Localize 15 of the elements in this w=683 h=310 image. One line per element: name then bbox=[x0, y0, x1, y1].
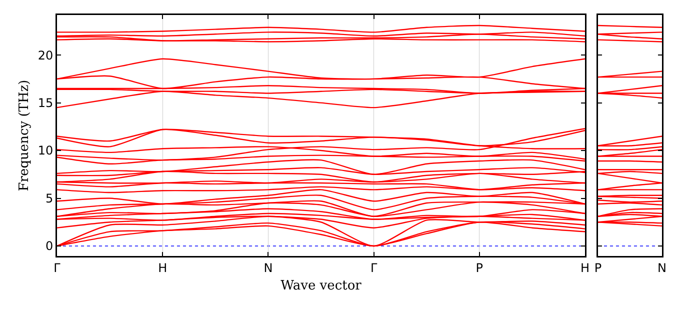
x-tick-label: P bbox=[476, 260, 484, 275]
y-tick-label: 5 bbox=[45, 191, 54, 206]
x-axis-title: Wave vector bbox=[280, 278, 362, 294]
x-tick-label: N bbox=[264, 260, 273, 275]
y-axis-title: Frequency (THz) bbox=[17, 80, 32, 192]
x-tick-label: H bbox=[158, 260, 168, 275]
x-tick-label: N bbox=[658, 260, 666, 275]
x-tick-label: H bbox=[580, 260, 590, 275]
x-tick-label: Γ bbox=[370, 260, 378, 275]
x-tick-label: P bbox=[594, 260, 602, 275]
y-tick-label: 20 bbox=[38, 48, 54, 62]
y-tick-label: 10 bbox=[38, 144, 54, 158]
x-tick-label: Γ bbox=[54, 260, 61, 275]
y-tick-label: 15 bbox=[38, 96, 54, 110]
y-tick-label: 0 bbox=[45, 239, 54, 254]
